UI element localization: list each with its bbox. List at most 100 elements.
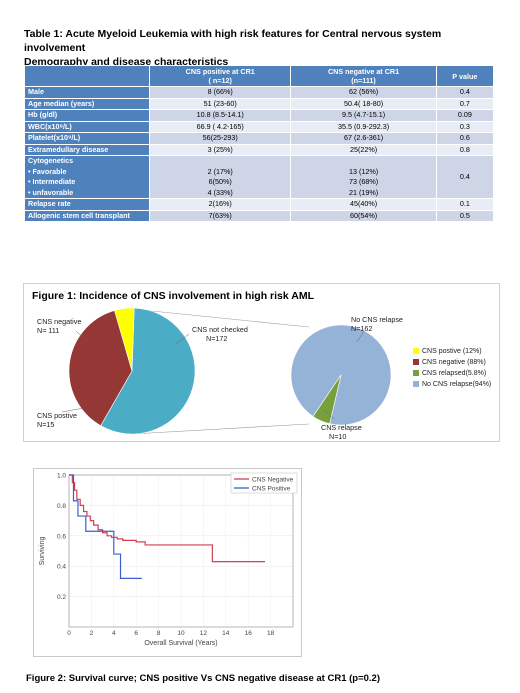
y-tick-label: 1.0	[57, 473, 66, 480]
legend-label: CNS postive (12%)	[422, 348, 482, 355]
legend-text-cns-positive: CNS Positive	[252, 486, 291, 493]
survival-line-cns-positive	[69, 474, 142, 579]
table1-header-row: CNS positive at CR1 ( n=12) CNS negative…	[24, 65, 495, 87]
label-cns-positive-line2: N=15	[37, 420, 55, 429]
x-tick-label: 18	[267, 630, 275, 637]
pie-chart-cns-status	[68, 307, 196, 435]
label-cns-positive: CNS postive N=15	[37, 411, 77, 429]
figure1-panel: Figure 1: Incidence of CNS involvement i…	[23, 283, 500, 442]
row-label: Age median (years)	[24, 97, 150, 110]
cyto-neg-favorable: 13 (12%)	[348, 166, 379, 176]
pie-chart-cns-relapse	[290, 324, 392, 426]
leader-line-cns-relapse	[323, 409, 335, 420]
cell-p: 0.4	[435, 86, 495, 99]
legend-label: CNS relapsed(5.8%)	[422, 370, 487, 377]
cell-pos: 3 (25%)	[148, 143, 292, 156]
cell-neg: 50.4( 18-80)	[290, 97, 437, 110]
pie-slice-cns-relapse	[312, 374, 342, 425]
x-tick-label: 16	[245, 630, 253, 637]
cell-pos: 10.8 (8.5-14.1)	[148, 109, 292, 122]
leader-line-no-cns-relapse	[356, 330, 365, 343]
cell-p: 0.1	[435, 198, 495, 211]
figure2-panel: 0.2 0.4 0.6 0.8 1.0 0 2 4 6 8 10 12 14 16 18 Overall Su…	[33, 468, 302, 657]
row-label: Allogenic stem cell transplant	[24, 209, 150, 222]
header-neg-line2: (n=111)	[351, 76, 376, 85]
header-pos-line2: ( n=12)	[208, 76, 232, 85]
legend-item: CNS relapsed(5.8%)	[413, 369, 486, 378]
table-row: Male 8 (66%) 62 (56%) 0.4	[24, 86, 495, 99]
table1-title: Table 1: Acute Myeloid Leukemia with hig…	[24, 27, 504, 69]
figure1-pies	[61, 307, 392, 435]
cell-pos: 8 (66%)	[148, 86, 292, 99]
y-tick-label: 0.8	[57, 503, 66, 510]
label-cns-relapse-line2: N=10	[329, 432, 347, 441]
cell-p: 0.09	[435, 109, 495, 122]
label-cns-negative: CNS negative N= 111	[37, 317, 81, 335]
legend-swatch	[413, 348, 419, 355]
cell-neg: 67 (2.6-361)	[290, 132, 437, 145]
legend-text-cns-negative: CNS Negative	[252, 477, 294, 484]
cell-neg: 25(22%)	[290, 143, 437, 156]
survival-lines	[69, 474, 265, 579]
cyto-neg-unfavorable: 21 (19%)	[348, 187, 379, 197]
row-label: Relapse rate	[24, 198, 150, 211]
pie-connector-bottom	[131, 423, 310, 435]
cyto-pos-favorable: 2 (17%)	[207, 166, 233, 176]
label-cns-not-checked-line1: CNS not checked	[192, 325, 248, 334]
row-label: Extramedullary disease	[24, 143, 150, 156]
cytogenetics-sub-unfavorable: • unfavorable	[28, 187, 74, 197]
table1-title-line1: Table 1: Acute Myeloid Leukemia with hig…	[24, 28, 442, 54]
label-cns-relapse-line1: CNS relapse	[321, 423, 362, 432]
survival-axes: 0.2 0.4 0.6 0.8 1.0 0 2 4 6 8 10 12 14 16 18 Overall Su…	[39, 473, 294, 647]
label-cns-negative-line2: N= 111	[37, 326, 60, 335]
leader-line-cns-not-checked	[175, 333, 190, 345]
row-label: Male	[24, 86, 150, 99]
row-label: Platelet(x10⁹/L)	[24, 132, 150, 145]
survival-chart: 0.2 0.4 0.6 0.8 1.0 0 2 4 6 8 10 12 14 16 18 Overall Su…	[39, 473, 298, 647]
x-tick-label: 4	[112, 630, 116, 637]
y-tick-label: 0.4	[57, 564, 66, 571]
cell-neg-cytogenetics: 13 (12%) 73 (68%) 21 (19%)	[290, 155, 437, 199]
label-no-cns-relapse-line1: No CNS relapse	[351, 315, 403, 324]
leader-line-cns-negative	[75, 330, 93, 347]
table1: CNS positive at CR1 ( n=12) CNS negative…	[24, 65, 495, 222]
x-tick-label: 14	[222, 630, 230, 637]
cell-neg: 62 (56%)	[290, 86, 437, 99]
x-tick-label: 8	[157, 630, 161, 637]
table-row: WBC(x10⁹/L) 66.9 ( 4.2-165) 35.5 (0.9-29…	[24, 120, 495, 133]
y-axis-label: Surviving	[39, 537, 46, 566]
cell-pos: 56(25-293)	[148, 132, 292, 145]
figure1-title: Figure 1: Incidence of CNS involvement i…	[32, 290, 314, 302]
pie-slice-cns-not-checked	[100, 307, 196, 435]
row-label: Hb (g/dl)	[24, 109, 150, 122]
label-no-cns-relapse-line2: N=162	[351, 324, 373, 333]
cytogenetics-label: Cytogenetics	[28, 156, 74, 165]
table-row: Relapse rate 2(16%) 45(40%) 0.1	[24, 198, 495, 211]
cell-neg: 35.5 (0.9-292.3)	[290, 120, 437, 133]
table-row: Extramedullary disease 3 (25%) 25(22%) 0…	[24, 143, 495, 156]
table-row: Hb (g/dl) 10.8 (8.5-14.1) 9.5 (4.7-15.1)…	[24, 109, 495, 122]
figure1-legend: CNS postive (12%) CNS negative (88%) CNS…	[413, 347, 497, 391]
x-tick-label: 6	[134, 630, 138, 637]
cell-pos-cytogenetics: 2 (17%) 6(50%) 4 (33%)	[148, 155, 292, 199]
cell-p: 0.3	[435, 120, 495, 133]
cytogenetics-sub-favorable: • Favorable	[28, 166, 67, 176]
cyto-pos-intermediate: 6(50%)	[208, 177, 232, 186]
x-tick-label: 2	[90, 630, 94, 637]
cell-neg: 60(54%)	[290, 209, 437, 222]
table1-header-cns-negative: CNS negative at CR1 (n=111)	[290, 65, 437, 87]
legend-item: No CNS relapse(94%)	[413, 380, 491, 389]
cell-neg: 45(40%)	[290, 198, 437, 211]
legend-item: CNS postive (12%)	[413, 347, 482, 356]
legend-item: CNS negative (88%)	[413, 358, 486, 367]
figure2-caption: Figure 2: Survival curve; CNS positive V…	[26, 673, 381, 684]
cell-pos: 7(63%)	[148, 209, 292, 222]
header-pos-line1: CNS positive at CR1	[185, 67, 255, 76]
cell-p: 0.7	[435, 97, 495, 110]
header-neg-line1: CNS negative at CR1	[327, 67, 400, 76]
table-row: Allogenic stem cell transplant 7(63%) 60…	[24, 209, 495, 222]
cell-pos: 2(16%)	[148, 198, 292, 211]
legend-label: CNS negative (88%)	[422, 359, 486, 366]
table1-header-blank	[24, 65, 150, 87]
cell-pos: 66.9 ( 4.2-165)	[148, 120, 292, 133]
